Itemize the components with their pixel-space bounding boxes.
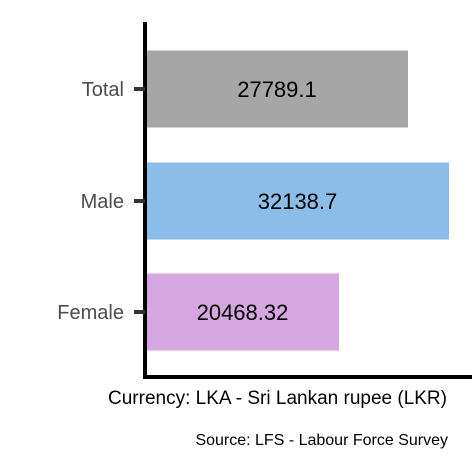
- bar-female: [146, 273, 339, 351]
- category-label-total: Total: [82, 79, 124, 101]
- value-label-male: 32138.7: [258, 189, 338, 214]
- category-label-male: Male: [81, 191, 124, 213]
- category-label-female: Female: [57, 302, 124, 324]
- bar-total: [146, 50, 408, 128]
- value-label-total: 27789.1: [237, 77, 317, 102]
- value-label-female: 20468.32: [197, 300, 289, 325]
- source-note: Source: LFS - Labour Force Survey: [195, 432, 448, 449]
- bar-male: [146, 162, 449, 240]
- x-axis-label: Currency: LKA - Sri Lankan rupee (LKR): [108, 388, 447, 409]
